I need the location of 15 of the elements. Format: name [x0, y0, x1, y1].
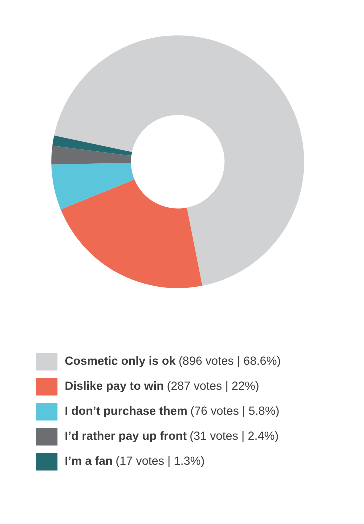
donut-slice	[54, 36, 304, 286]
donut-slice	[52, 136, 132, 156]
data-label: (17 votes | 1.3%)	[116, 456, 204, 468]
legend-label: I’m a fan	[66, 456, 112, 466]
donut-slice	[60, 180, 203, 288]
data-label: (896 votes | 68.6%)	[180, 356, 280, 368]
donut-slice	[52, 162, 135, 210]
legend-label: I’d rather pay up front	[66, 431, 187, 443]
legend-label: Cosmetic only is ok	[65, 356, 176, 368]
legend-label: Dislike pay to win	[66, 381, 164, 393]
legend-label: I don’t purchase them	[66, 406, 187, 418]
data-label: (31 votes | 2.4%)	[190, 431, 278, 443]
data-label: (76 votes | 5.8%)	[191, 406, 279, 418]
donut-slice	[52, 146, 132, 165]
data-label: (287 votes | 22%)	[168, 381, 259, 393]
